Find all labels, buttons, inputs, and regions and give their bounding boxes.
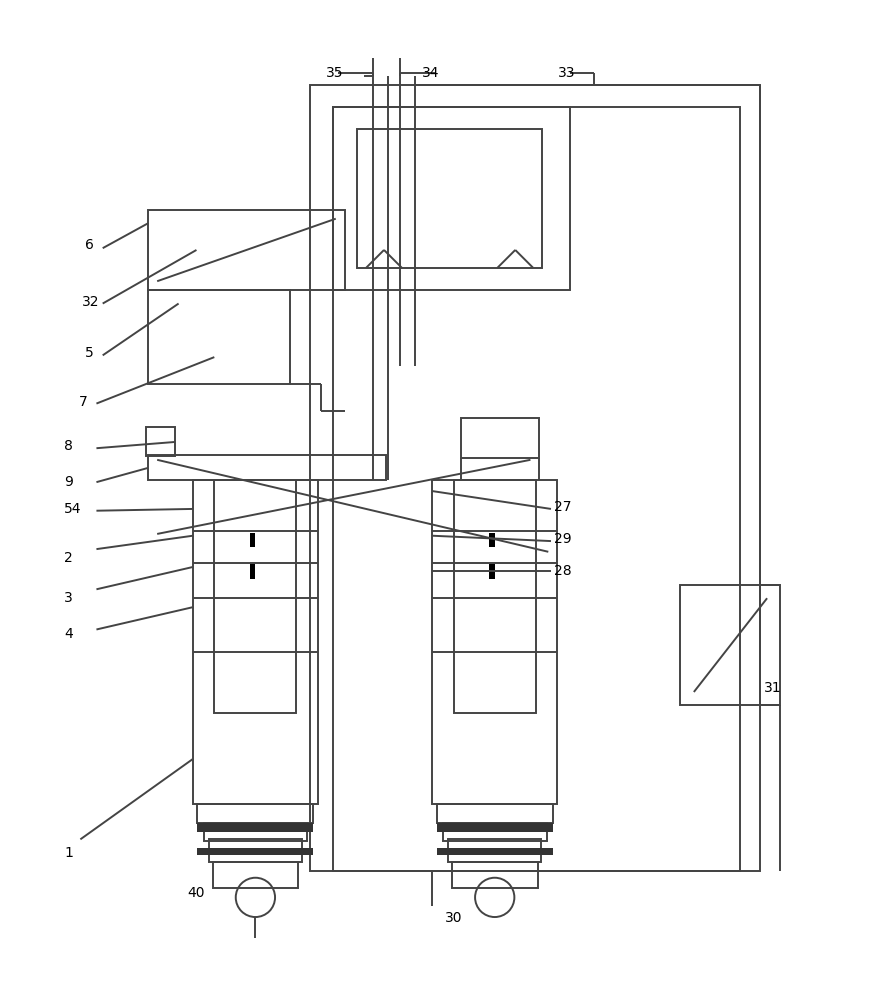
Bar [148, 290, 290, 384]
Text: 33: 33 [558, 66, 576, 80]
Bar [489, 564, 495, 579]
Bar [250, 533, 255, 547]
Text: 4: 4 [64, 627, 73, 641]
Text: 7: 7 [79, 395, 88, 409]
Text: 3: 3 [64, 591, 73, 605]
Bar [443, 823, 547, 841]
Text: 40: 40 [188, 886, 205, 900]
Bar [250, 564, 255, 579]
Bar [310, 85, 760, 871]
Bar [146, 427, 175, 456]
Text: 30: 30 [445, 911, 463, 925]
Text: 9: 9 [64, 475, 73, 489]
Text: 8: 8 [64, 439, 73, 453]
Text: 29: 29 [554, 532, 572, 546]
Text: 35: 35 [326, 66, 344, 80]
Bar [148, 210, 345, 290]
Bar [452, 862, 538, 888]
Text: 27: 27 [554, 500, 572, 514]
Bar [214, 480, 296, 713]
Text: 28: 28 [554, 564, 572, 578]
Text: 54: 54 [64, 502, 82, 516]
Bar [197, 848, 313, 855]
Bar [432, 480, 557, 804]
Bar [209, 839, 302, 862]
Bar [193, 480, 318, 804]
Bar [489, 533, 495, 547]
Bar [437, 848, 553, 855]
Bar [680, 585, 780, 705]
Bar [197, 804, 313, 823]
Text: 34: 34 [421, 66, 439, 80]
Text: 5: 5 [85, 346, 94, 360]
Bar [333, 107, 740, 871]
Bar [197, 823, 313, 832]
Text: 1: 1 [64, 846, 73, 860]
Bar [148, 455, 386, 480]
Bar [333, 107, 570, 290]
Bar [461, 418, 539, 458]
Bar [204, 823, 307, 841]
Text: 32: 32 [82, 295, 100, 309]
Bar [357, 129, 542, 268]
Text: 6: 6 [85, 238, 94, 252]
Bar [213, 862, 298, 888]
Bar [437, 823, 553, 832]
Bar [437, 804, 553, 823]
Bar [448, 839, 541, 862]
Text: 31: 31 [764, 681, 781, 695]
Bar [454, 480, 536, 713]
Text: 2: 2 [64, 551, 73, 565]
